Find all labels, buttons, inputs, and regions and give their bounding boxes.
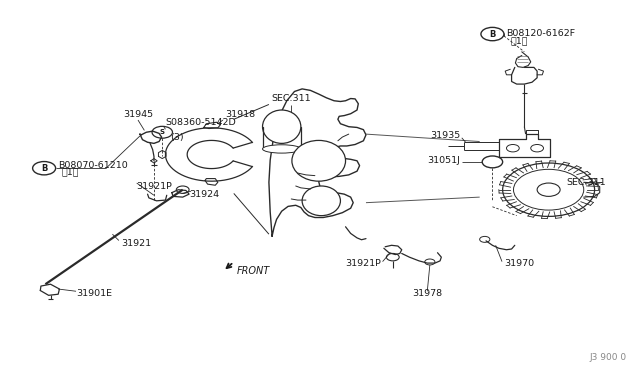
Ellipse shape <box>262 110 301 143</box>
Text: SEC.311: SEC.311 <box>271 94 311 103</box>
Ellipse shape <box>262 145 301 153</box>
Text: FRONT: FRONT <box>237 266 270 276</box>
Text: 31935: 31935 <box>430 131 461 141</box>
Text: 31921P: 31921P <box>137 182 173 190</box>
Text: 31921: 31921 <box>121 239 151 248</box>
Text: B08070-61210: B08070-61210 <box>58 161 128 170</box>
Text: SEC.311: SEC.311 <box>566 178 606 187</box>
Text: B: B <box>41 164 47 173</box>
Text: 31921P: 31921P <box>346 259 381 268</box>
Text: 31924: 31924 <box>189 190 220 199</box>
Text: 31970: 31970 <box>504 259 534 268</box>
Text: 31978: 31978 <box>412 289 442 298</box>
Text: 31901E: 31901E <box>76 289 112 298</box>
Text: 31918: 31918 <box>225 109 255 119</box>
Text: J3 900 0: J3 900 0 <box>589 353 627 362</box>
Ellipse shape <box>292 140 346 181</box>
Text: 〈1〉: 〈1〉 <box>510 36 528 45</box>
Text: (3): (3) <box>170 133 184 142</box>
Text: S: S <box>160 129 164 135</box>
Text: 31945: 31945 <box>123 109 153 119</box>
Text: B: B <box>489 29 495 39</box>
Text: B08120-6162F: B08120-6162F <box>506 29 575 38</box>
Text: 31051J: 31051J <box>428 155 461 164</box>
Text: 〈1〉: 〈1〉 <box>61 167 79 176</box>
Ellipse shape <box>302 186 340 216</box>
Text: S08360-5142D: S08360-5142D <box>166 118 236 127</box>
